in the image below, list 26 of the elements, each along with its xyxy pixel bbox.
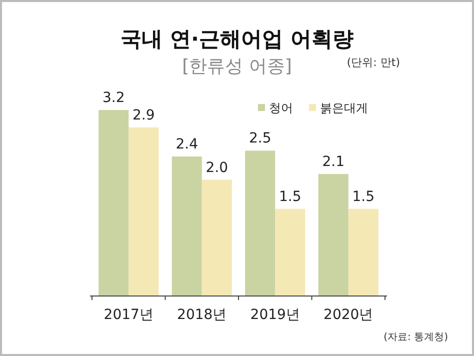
data-label: 2.0 (206, 160, 228, 176)
bar (275, 208, 306, 296)
data-label: 2.4 (176, 136, 198, 152)
text: (단위: 만t) (346, 56, 400, 69)
bar (172, 156, 202, 296)
data-label: 3.2 (102, 90, 125, 106)
data-label: 1.5 (279, 188, 302, 205)
chart-subtitle: [한류성 어종] (182, 56, 292, 77)
legend-label: 붉은대게 (320, 101, 368, 115)
legend-label: 청어 (269, 101, 293, 115)
bar (128, 127, 159, 296)
bar (318, 174, 348, 296)
data-label: 1.5 (352, 188, 375, 205)
data-label: 2.1 (322, 154, 344, 170)
bar (245, 150, 276, 296)
x-tick-label: 2020년 (324, 307, 374, 323)
chart-title: 국내 연·근해어업 어획량 (120, 27, 354, 51)
x-tick-label: 2018년 (177, 307, 227, 323)
bar (202, 180, 232, 296)
x-tick-label: 2019년 (250, 307, 300, 323)
data-label: 2.9 (132, 107, 155, 124)
x-tick-label: 2017년 (104, 307, 154, 323)
bar (348, 208, 378, 296)
text: (자료: 통계청) (384, 332, 448, 343)
bar (98, 110, 129, 296)
data-label: 2.5 (248, 130, 272, 147)
